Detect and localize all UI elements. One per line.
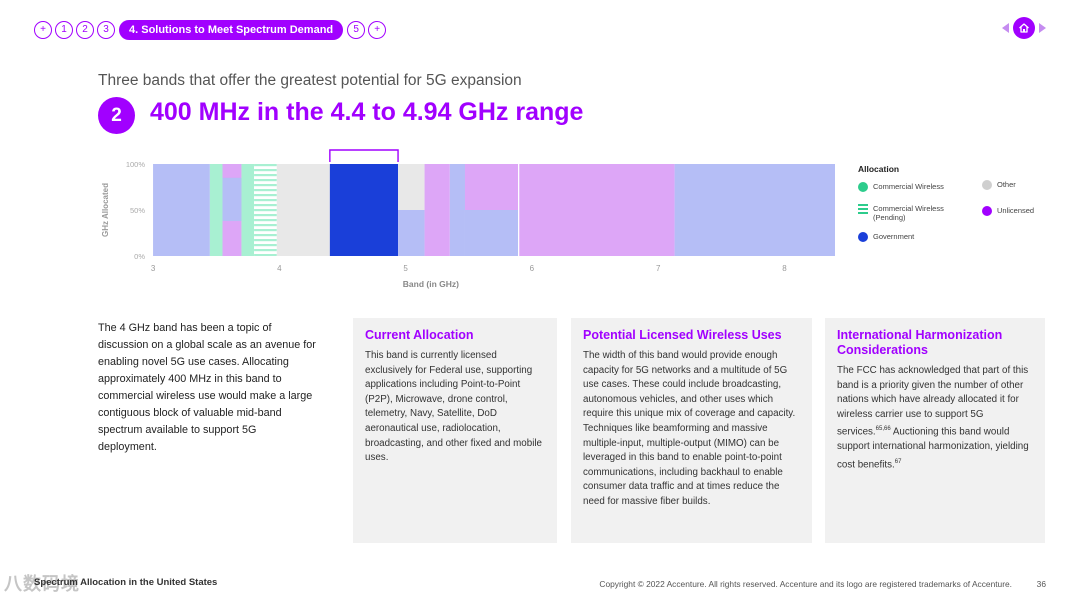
government-dot-icon	[858, 232, 868, 242]
home-icon	[1019, 23, 1029, 33]
legend-item-other: Other	[982, 180, 1016, 190]
legend-item-commercial-wireless: Commercial Wireless	[858, 182, 944, 192]
x-tick-label: 6	[530, 264, 535, 273]
chart-legend: Allocation Commercial Wireless Commercia…	[858, 164, 1058, 244]
legend-item-government: Government	[858, 232, 914, 242]
page-subtitle: Three bands that offer the greatest pote…	[98, 72, 522, 89]
commercial-wireless-pending-stripe-icon	[858, 204, 868, 214]
highlight-bracket	[329, 149, 399, 162]
card-body: The width of this band would provide eno…	[583, 350, 796, 507]
section-navigation: + 1 2 3 4. Solutions to Meet Spectrum De…	[34, 20, 387, 40]
legend-item-commercial-wireless-pending: Commercial Wireless (Pending)	[858, 204, 958, 222]
legend-label: Commercial Wireless	[873, 182, 944, 191]
card-body-part-2: Auctioning this band would support inter…	[837, 426, 1029, 471]
footer-report-title: Spectrum Allocation in the United States	[34, 577, 218, 588]
card-title: Current Allocation	[365, 328, 474, 342]
footer-copyright: Copyright © 2022 Accenture. All rights r…	[599, 579, 1012, 589]
chart-segment-0	[153, 164, 210, 256]
chart-segment-9	[398, 210, 425, 256]
legend-title: Allocation	[858, 164, 900, 174]
card-title: Potential Licensed Wireless Uses	[583, 328, 782, 342]
nav-section-1[interactable]: 1	[55, 21, 73, 39]
chart-segment-8	[398, 164, 425, 210]
chart-segment-12	[464, 164, 519, 210]
x-axis-title: Band (in GHz)	[403, 279, 459, 289]
x-tick-label: 5	[403, 264, 408, 273]
chart-segment-11	[449, 164, 465, 256]
chart-segment-14	[519, 164, 675, 256]
x-tick-label: 7	[656, 264, 661, 273]
legend-label: Commercial Wireless (Pending)	[873, 204, 944, 222]
home-button[interactable]	[1013, 17, 1035, 39]
card-title: International Harmonization Consideratio…	[837, 328, 1003, 357]
nav-section-3[interactable]: 3	[97, 21, 115, 39]
chart-segment-10	[424, 164, 450, 256]
chart-segment-13	[464, 210, 519, 256]
chart-segment-5	[254, 164, 277, 256]
chart-segment-1	[209, 164, 223, 256]
y-axis-title: GHz Allocated	[101, 183, 110, 237]
page-navigation	[1002, 17, 1046, 39]
x-tick-label: 3	[151, 264, 156, 273]
nav-section-2[interactable]: 2	[76, 21, 94, 39]
commercial-wireless-dot-icon	[858, 182, 868, 192]
previous-page-icon[interactable]	[1002, 23, 1009, 33]
band-number-badge: 2	[98, 97, 135, 134]
card-body-part-1: The FCC has acknowledged that part of th…	[837, 365, 1029, 438]
nav-prev-button[interactable]: +	[34, 21, 52, 39]
watermark: 八数码境	[4, 574, 80, 594]
card-international-harmonization: International Harmonization Consideratio…	[825, 318, 1045, 543]
legend-label: Unlicensed	[997, 206, 1035, 215]
next-page-icon[interactable]	[1039, 23, 1046, 33]
card-current-allocation: Current Allocation This band is currentl…	[353, 318, 557, 543]
y-tick-label: 100%	[126, 160, 146, 169]
x-tick-label: 8	[782, 264, 787, 273]
nav-section-4-active[interactable]: 4. Solutions to Meet Spectrum Demand	[119, 20, 344, 40]
card-body: This band is currently licensed exclusiv…	[365, 350, 543, 464]
footnote-ref-65-66[interactable]: 65,66	[875, 426, 891, 433]
other-dot-icon	[982, 180, 992, 190]
page-title: 400 MHz in the 4.4 to 4.94 GHz range	[150, 98, 584, 126]
legend-label: Other	[997, 180, 1016, 189]
chart-segment-6	[276, 164, 330, 256]
card-body: The FCC has acknowledged that part of th…	[837, 364, 1033, 473]
legend-label: Government	[873, 232, 915, 241]
chart-segment-15	[674, 164, 835, 256]
nav-next-button[interactable]: +	[368, 21, 387, 39]
chart-segment-7	[329, 164, 399, 256]
unlicensed-dot-icon	[982, 206, 992, 216]
y-tick-label: 50%	[130, 206, 145, 215]
spectrum-allocation-chart: 3 4 5 6 7 8 0% 50% 100% Band (in GHz) GHz Allocate…	[101, 149, 835, 289]
card-potential-uses: Potential Licensed Wireless Uses The wid…	[571, 318, 812, 543]
x-tick-label: 4	[277, 264, 282, 273]
chart-segment-4	[241, 164, 255, 256]
page-number: 36	[1036, 579, 1046, 589]
intro-paragraph: The 4 GHz band has been a topic of discu…	[98, 322, 316, 453]
legend-item-unlicensed: Unlicensed	[982, 206, 1034, 216]
y-tick-label: 0%	[134, 252, 145, 261]
nav-section-5[interactable]: 5	[347, 21, 366, 39]
chart-segment-3	[222, 177, 242, 222]
footnote-ref-67[interactable]: 67	[894, 458, 902, 465]
